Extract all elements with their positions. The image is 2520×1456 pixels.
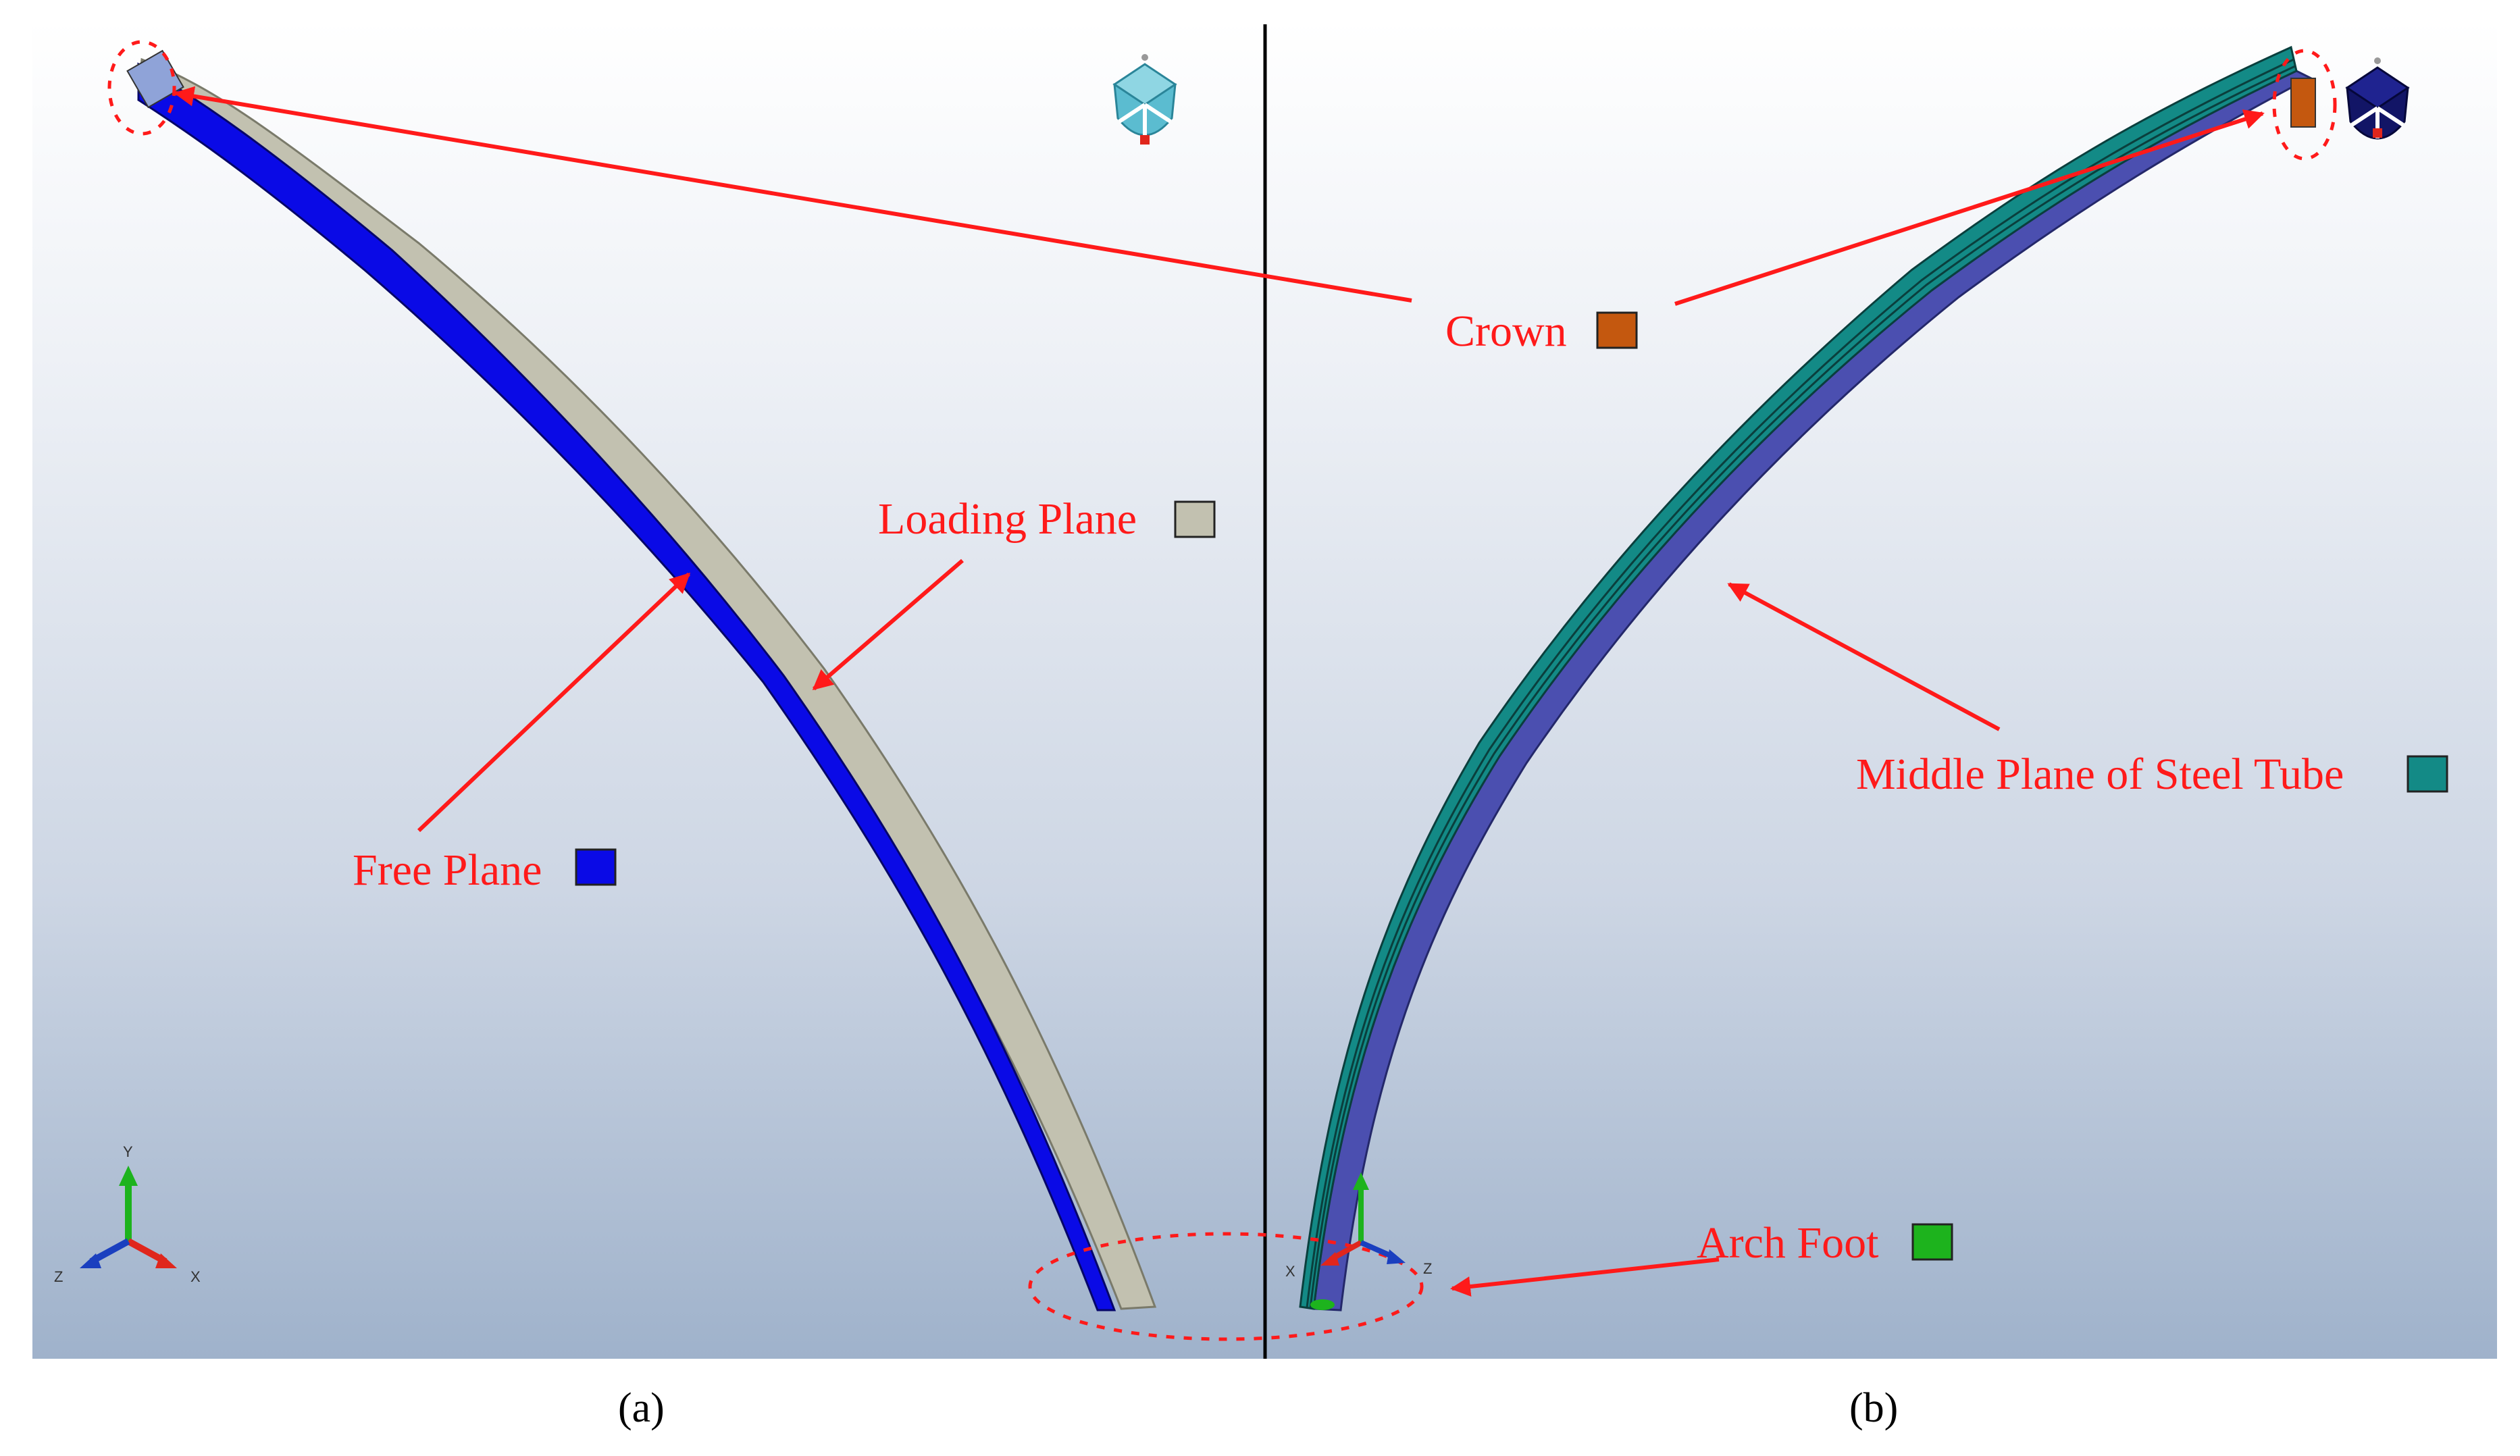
middle-plane-label-group: Middle Plane of Steel Tube [1856,750,2448,799]
axis-z-label-a: Z [54,1268,63,1285]
free-plane-swatch [575,848,617,886]
free-plane-label: Free Plane [353,846,542,895]
axis-x-label-b: X [1285,1263,1295,1280]
arch-a [126,49,1157,1311]
middle-plane-label: Middle Plane of Steel Tube [1856,750,2344,799]
axis-triad-b: X Z [1285,1172,1432,1280]
arch-foot-highlight [1028,1232,1424,1341]
view-cube-icon-b [2345,57,2410,140]
arch-foot-arrow [1450,1257,1720,1297]
arch-foot-label: Arch Foot [1697,1218,1878,1268]
arch-foot-end [1310,1299,1335,1310]
free-plane-face [137,62,1116,1311]
crown-highlight-b [2272,49,2337,161]
caption-a: (a) [618,1385,665,1431]
view-cube-icon-a [1112,54,1177,145]
loading-plane-arrow [812,558,964,691]
loading-plane-face [137,57,1157,1310]
middle-plane-swatch [2407,755,2448,793]
axis-x-label-a: X [190,1268,201,1285]
arch-b [1299,45,2316,1311]
axis-triad-a: Y X Z [54,1143,201,1285]
axis-z-label-b: Z [1423,1260,1432,1277]
crown-end-b [2290,78,2316,128]
free-plane-label-group: Free Plane [353,846,617,895]
crown-swatch [1596,311,1638,349]
crown-label-group: Crown [1445,307,1638,356]
crown-arrow-a [174,86,1412,303]
loading-plane-label-group: Loading Plane [878,494,1216,544]
crown-label: Crown [1445,307,1567,356]
loading-plane-label: Loading Plane [878,494,1137,544]
arch-foot-label-group: Arch Foot [1697,1218,1953,1268]
free-plane-arrow [417,572,691,833]
crown-arrow-b [1674,109,2265,306]
middle-plane-arrow [1727,582,2001,731]
caption-b: (b) [1849,1385,1898,1431]
arch-foot-swatch [1911,1223,1953,1261]
middle-plane-face [1299,45,2298,1310]
axis-y-label-a: Y [123,1143,133,1160]
side-face-b [1312,70,2313,1311]
loading-plane-swatch [1174,500,1216,538]
